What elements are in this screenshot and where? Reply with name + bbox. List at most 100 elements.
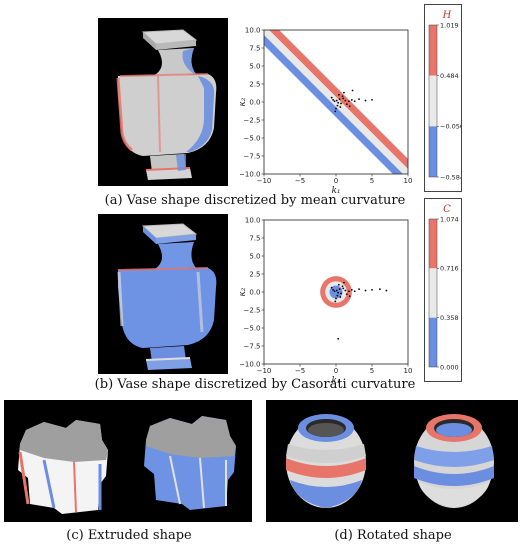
caption-d: (d) Rotated shape <box>334 528 452 543</box>
colorbar-red <box>429 219 437 269</box>
plot-b-svg: −10 −5 0 5 10 10.0 7.5 5.0 2.5 0.0 −2.5 −5.0 −7.5 −10… <box>238 216 413 386</box>
data-point <box>339 296 342 298</box>
data-point <box>334 110 337 113</box>
data-point <box>340 292 342 295</box>
x-tick-label: 10 <box>404 367 413 375</box>
colorbar-tick-label: 0.000 <box>440 363 459 371</box>
colorbar-blue <box>429 126 437 177</box>
y-axis-label: k₂ <box>240 287 248 296</box>
data-point <box>343 281 345 284</box>
data-point <box>353 100 356 103</box>
x-tick-label: −5 <box>295 177 305 185</box>
vase-casorati-curvature-render <box>98 214 228 374</box>
x-tick-label: −10 <box>257 367 272 375</box>
extruded-figure <box>4 400 252 522</box>
colorbar-b-svg: C1.074 0.716 0.358 0.000 <box>428 204 459 371</box>
data-point <box>358 98 360 101</box>
casorati-curvature-plot: −10 −5 0 5 10 10.0 7.5 5.0 2.5 0.0 −2.5 −5.0 −7.5 −10… <box>238 212 418 386</box>
data-point <box>350 98 353 101</box>
y-tick-label: 7.5 <box>249 44 260 52</box>
data-point <box>337 93 340 96</box>
data-point <box>348 105 351 108</box>
data-point <box>342 97 345 100</box>
data-point <box>336 104 339 107</box>
data-point <box>350 288 353 291</box>
red-band <box>269 30 408 169</box>
data-point <box>345 293 348 296</box>
y-tick-label: 2.5 <box>249 270 260 278</box>
y-tick-label: 0.0 <box>249 98 260 106</box>
x-axis-label: k₁ <box>331 186 340 194</box>
data-point <box>333 290 336 293</box>
caption-b: (b) Vase shape discretized by Casorati c… <box>94 377 416 392</box>
data-point <box>364 99 367 102</box>
vase-b-figure <box>98 214 228 374</box>
rotated-figure <box>266 400 518 522</box>
colorbar-white <box>429 75 437 127</box>
data-point <box>351 89 354 92</box>
data-point <box>336 294 339 297</box>
plot-a-svg: −10 −5 0 5 10 10.0 7.5 5.0 2.5 0.0 −2.5 −5.0 −7.5 −10… <box>238 26 413 196</box>
extruded-shape-render <box>4 400 252 522</box>
x-tick-label: 0 <box>334 367 338 375</box>
data-point <box>385 289 388 292</box>
y-tick-label: 10.0 <box>245 26 261 34</box>
data-point <box>358 288 360 291</box>
x-tick-label: −5 <box>295 367 305 375</box>
vase-mean-curvature-render <box>98 18 228 186</box>
white-band <box>264 30 408 174</box>
data-point <box>342 287 345 290</box>
data-point <box>337 337 340 340</box>
data-point <box>344 289 347 292</box>
x-tick-label: 5 <box>370 367 374 375</box>
data-point <box>344 99 347 102</box>
data-point <box>335 289 338 292</box>
data-point <box>348 100 350 103</box>
y-tick-label: −2.5 <box>244 116 261 124</box>
blue-band <box>264 35 403 174</box>
y-tick-label: −7.5 <box>244 152 261 160</box>
y-tick-label: 2.5 <box>249 80 260 88</box>
data-point <box>348 290 350 293</box>
y-tick-label: 5.0 <box>249 62 260 70</box>
caption-a: (a) Vase shape discretized by mean curva… <box>104 193 406 208</box>
data-point <box>341 95 344 98</box>
data-point <box>337 291 340 294</box>
x-tick-label: 10 <box>404 177 413 185</box>
data-point <box>341 285 344 288</box>
data-point <box>337 283 340 286</box>
y-tick-label: 0.0 <box>249 288 260 296</box>
colorbar-tick-label: 0.484 <box>440 72 459 80</box>
data-point <box>338 288 341 291</box>
x-tick-label: −10 <box>257 177 272 185</box>
caption-c: (c) Extruded shape <box>66 528 192 543</box>
data-point <box>332 98 335 101</box>
data-point <box>339 106 342 108</box>
data-point <box>379 288 381 291</box>
y-tick-label: −5.0 <box>244 324 261 332</box>
plot-regions <box>264 30 408 174</box>
colorbar-tick-label: −0.050 <box>440 123 461 131</box>
colorbar-tick-label: −0.584 <box>440 173 461 181</box>
data-point <box>335 107 337 110</box>
data-point <box>348 295 351 298</box>
casorati-curvature-colorbar: C 1.074 0.716 0.358 0.000 <box>424 198 462 382</box>
rotated-shape-render <box>266 400 518 522</box>
y-tick-label: −7.5 <box>244 342 261 350</box>
colorbar-tick-label: 0.358 <box>440 314 459 322</box>
mean-curvature-plot: −10 −5 0 5 10 10.0 7.5 5.0 2.5 0.0 −2.5 −5.0 −7.5 −10… <box>238 22 418 196</box>
colorbar-a-svg: H1.019 0.484 −0.050 −0.584 <box>428 10 464 181</box>
mean-curvature-colorbar: H1.019 0.484 −0.050 −0.584 <box>424 4 464 192</box>
colorbar-symbol: C <box>443 204 451 215</box>
data-point <box>371 98 373 101</box>
data-point <box>371 288 373 291</box>
y-tick-label: −10.0 <box>240 170 261 178</box>
data-point <box>330 96 333 99</box>
data-point <box>332 288 335 291</box>
colorbar-tick-label: 1.074 <box>440 215 459 223</box>
plot-regions <box>320 276 388 340</box>
x-tick-label: 5 <box>370 177 374 185</box>
y-tick-label: −10.0 <box>240 360 261 368</box>
data-point <box>338 98 341 101</box>
colorbar-white <box>429 268 437 318</box>
